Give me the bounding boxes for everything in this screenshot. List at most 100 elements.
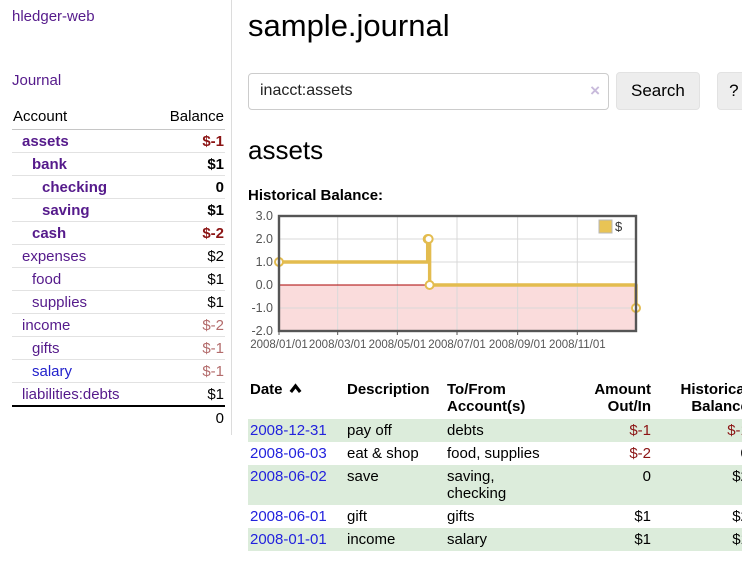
accounts-header-balance: Balance [151,105,225,130]
legend-swatch-icon [598,219,613,234]
transaction-date-link[interactable]: 2008-06-03 [250,445,327,462]
header-line1: Date [250,381,337,398]
account-row: saving $1 [12,198,225,222]
transaction-date-link[interactable]: 2008-06-01 [250,508,327,525]
accounts-total-spacer [12,405,152,429]
help-button[interactable]: ? [716,72,742,110]
account-balance: $1 [151,267,225,291]
account-link-income[interactable]: income [22,317,71,334]
transaction-balance: $2 [732,468,742,485]
account-link-supplies[interactable]: supplies [32,294,88,311]
header-line2: Out/In [607,398,651,415]
transaction-amount: $1 [634,531,651,548]
account-row: salary $-1 [12,359,225,383]
sidebar-item-journal[interactable]: Journal [12,72,62,89]
register-table-body: 2008-12-31 pay off debts $-1 $-1 2008-06-03 ea… [248,419,742,551]
account-balance: $-2 [151,221,225,245]
account-row: cash $-2 [12,221,225,245]
svg-text:2008/03/01: 2008/03/01 [309,339,367,351]
main-content: sample.journal × Search ? assets Histori… [232,0,742,551]
svg-text:3.0: 3.0 [256,211,273,223]
register-header-amount: Amount Out/In [557,379,653,419]
account-row: expenses $2 [12,244,225,268]
page-title: sample.journal [248,8,450,43]
account-balance: $1 [151,198,225,222]
transaction-balance: $-1 [727,422,742,439]
transaction-date-cell: 2008-12-31 [248,419,345,442]
account-name-cell: supplies [12,290,152,314]
svg-text:2.0: 2.0 [256,232,273,246]
search-button[interactable]: Search [616,72,700,110]
register-header-date[interactable]: Date [248,379,345,419]
sort-chevron-up-icon [289,383,301,393]
account-link-food[interactable]: food [32,271,62,288]
account-balance: 0 [151,175,225,199]
account-link-cash[interactable]: cash [32,225,67,242]
account-link-liabilities-debts[interactable]: liabilities:debts [22,386,120,403]
account-row: food $1 [12,267,225,291]
transaction-balance: 0 [653,442,742,465]
transaction-amount: $-2 [629,445,651,462]
account-name-cell: cash [12,221,152,245]
transaction-description: pay off [347,422,392,439]
svg-text:-1.0: -1.0 [251,301,273,315]
chart-label: Historical Balance: [248,187,384,204]
accounts-total-value: 0 [151,405,225,429]
header-line2: Balance [691,398,742,415]
register-header-to-from: To/From Account(s) [445,379,557,419]
accounts-total-row: 0 [12,405,225,429]
transaction-date-cell: 2008-06-02 [248,465,345,505]
account-heading: assets [248,135,324,165]
account-link-bank[interactable]: bank [32,156,68,173]
account-link-checking[interactable]: checking [42,179,108,196]
page: hledger-web Journal Account Balance asse… [12,0,742,551]
accounts-header-account: Account [12,105,152,130]
transaction-description: gift [347,508,368,525]
accounts-table-header: Account Balance [12,105,225,130]
account-name-cell: liabilities:debts [12,382,152,407]
transaction-amount: $-1 [629,422,651,439]
transaction-date-link[interactable]: 2008-06-02 [250,468,327,485]
account-balance: $1 [151,152,225,176]
search-input[interactable] [248,72,609,110]
header-line2: Account(s) [447,398,526,415]
transaction-amount: 0 [642,468,651,485]
account-name-cell: salary [12,359,152,383]
svg-text:2008/01/01: 2008/01/01 [250,339,308,351]
transaction-amount: $1 [634,508,651,525]
account-link-expenses[interactable]: expenses [22,248,87,265]
svg-text:-2.0: -2.0 [251,324,273,338]
transaction-row: 2008-12-31 pay off debts $-1 $-1 [248,419,742,442]
accounts-table-body: assets $-1 bank $1 checking 0 saving $1 cash $-2 e… [12,129,225,407]
transaction-accounts: debts [447,422,484,439]
account-balance: $1 [151,382,225,407]
svg-text:2008/11/01: 2008/11/01 [549,339,606,351]
account-row: assets $-1 [12,129,225,153]
register-table: Date Description To/From Account(s) Amount Ou… [248,379,742,551]
transaction-date-link[interactable]: 2008-12-31 [250,422,327,439]
account-balance: $-1 [151,336,225,360]
app-brand-link[interactable]: hledger-web [12,8,95,25]
transaction-date-cell: 2008-01-01 [248,528,345,551]
transaction-description: eat & shop [347,445,419,462]
transaction-balance: $2 [732,508,742,525]
clear-search-icon[interactable]: × [590,80,600,100]
account-name-cell: checking [12,175,152,199]
account-balance: $-1 [151,359,225,383]
account-link-salary[interactable]: salary [32,363,73,380]
account-name-cell: gifts [12,336,152,360]
svg-text:2008/05/01: 2008/05/01 [369,339,427,351]
account-name-cell: bank [12,152,152,176]
transaction-accounts: salary [447,531,488,548]
account-link-saving[interactable]: saving [42,202,90,219]
account-link-assets[interactable]: assets [22,133,69,150]
search-box: × [248,72,609,110]
account-row: gifts $-1 [12,336,225,360]
svg-text:2008/07/01: 2008/07/01 [428,339,486,351]
legend-label: $ [615,219,623,234]
account-link-gifts[interactable]: gifts [32,340,60,357]
transaction-date-link[interactable]: 2008-01-01 [250,531,327,548]
account-name-cell: saving [12,198,152,222]
transaction-accounts: saving, checking [447,468,507,502]
